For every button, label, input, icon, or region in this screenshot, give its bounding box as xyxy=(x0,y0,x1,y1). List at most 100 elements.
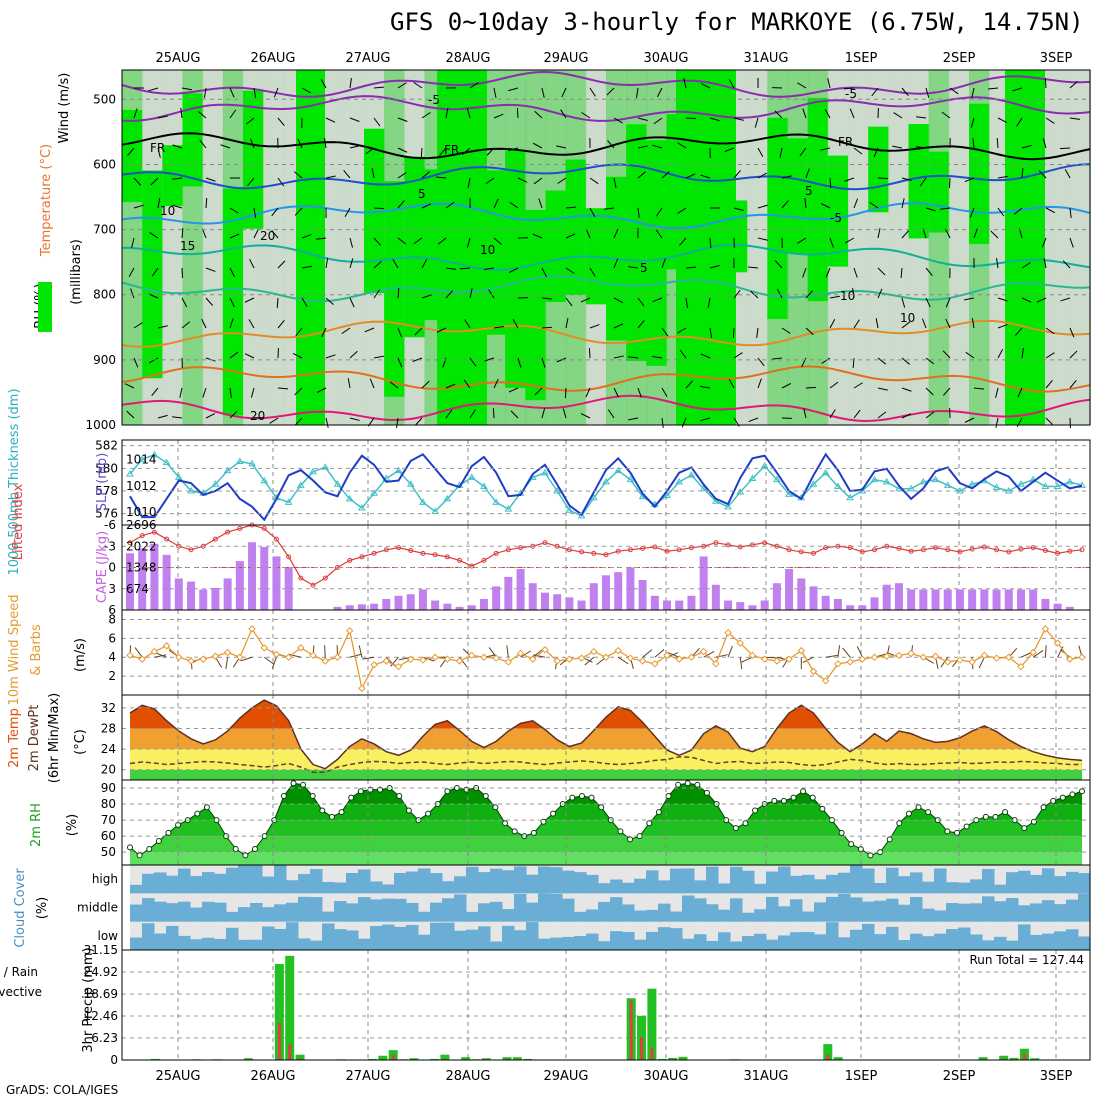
label-rh-units: (%) xyxy=(65,814,80,837)
wind-speed-point xyxy=(358,684,366,693)
cloud-cover-bar xyxy=(202,937,215,950)
rh-point xyxy=(502,820,509,827)
thickness-line xyxy=(129,453,1083,517)
wind-barb xyxy=(397,237,407,245)
wind-barb xyxy=(421,258,428,269)
rh-point xyxy=(319,807,326,814)
wind-barb xyxy=(635,87,639,98)
wind-barb-10m xyxy=(1044,645,1047,658)
wind-barb xyxy=(373,86,385,89)
cloud-cover-bar xyxy=(490,868,503,894)
lifted-index-point xyxy=(151,529,157,535)
temperature-contour xyxy=(121,95,1091,122)
wind-barb xyxy=(273,87,279,98)
cape-bar xyxy=(797,578,806,610)
date-label-top: 1SEP xyxy=(845,51,878,66)
wind-barb xyxy=(781,200,789,209)
wind-barb xyxy=(613,177,617,188)
wind-barb xyxy=(469,288,473,299)
precip-total-bar xyxy=(657,1058,667,1060)
rh-point xyxy=(588,794,595,801)
cloud-cover-bar xyxy=(682,895,695,922)
cloud-cover-bar xyxy=(430,902,443,922)
cloud-cover-bar xyxy=(910,933,923,950)
wind-speed-point xyxy=(870,653,879,661)
wind-barb xyxy=(748,417,759,423)
thickness-point xyxy=(162,458,171,466)
cape-bar xyxy=(748,605,757,610)
cape-bar xyxy=(894,583,903,610)
cloud-cover-bar xyxy=(814,879,827,894)
lifted-index-point xyxy=(737,544,743,550)
cloud-cover-bar xyxy=(718,932,731,950)
rh-point xyxy=(280,793,287,800)
wind-barb xyxy=(1045,207,1056,214)
precip-convective-bar xyxy=(443,1058,447,1060)
cloud-cover-bar xyxy=(322,923,335,950)
wind-barb xyxy=(1059,147,1071,150)
cape-bar xyxy=(992,589,1001,610)
wind-barb xyxy=(685,117,697,120)
wind-barb xyxy=(613,355,624,359)
wind-barb-10m xyxy=(390,656,399,667)
wind-barb xyxy=(821,357,831,364)
wind-speed-point xyxy=(468,651,476,660)
wind-speed-point xyxy=(553,657,561,665)
wind-barb xyxy=(436,327,447,333)
wind-barb xyxy=(541,297,553,300)
cloud-cover-bar xyxy=(994,936,1007,950)
cape-bar xyxy=(968,589,977,610)
wind-barb xyxy=(493,198,499,209)
wind-barb xyxy=(373,207,385,210)
cape-bar xyxy=(736,602,745,610)
temp-line xyxy=(129,699,1083,770)
wind-barb xyxy=(805,386,817,389)
cape-bar xyxy=(431,600,440,610)
cloud-cover-bar xyxy=(490,941,503,950)
rh-band-high xyxy=(364,128,386,294)
label-temp-units: (°C) xyxy=(73,729,88,755)
rh-point xyxy=(992,813,999,820)
wind-barb xyxy=(325,117,336,123)
wind-speed-point xyxy=(223,648,232,657)
cloud-cover-bar xyxy=(694,934,707,950)
wind-barb xyxy=(493,113,504,119)
thickness-point xyxy=(150,450,159,458)
wind-barb xyxy=(652,297,663,303)
cloud-cover-bar xyxy=(802,911,815,922)
lifted-index-point xyxy=(127,540,133,546)
cape-bar xyxy=(1016,589,1025,610)
cloud-cover-bar xyxy=(190,876,203,894)
temperature-contour xyxy=(121,202,1091,230)
precip-total-bar xyxy=(999,1055,1009,1060)
rh-point xyxy=(915,804,922,811)
contour-label: 20 xyxy=(260,229,275,243)
wind-barb xyxy=(824,109,831,119)
rh-point xyxy=(973,817,980,824)
precip-convective-bar xyxy=(381,1058,385,1060)
label-cloud-units: (%) xyxy=(35,897,50,920)
y-tick-label: 600 xyxy=(93,157,116,171)
lifted-index-point xyxy=(518,545,524,551)
cloud-cover-bar xyxy=(310,940,323,950)
wind-barb xyxy=(628,266,639,269)
wind-barb xyxy=(205,413,216,419)
rh-point xyxy=(838,829,845,836)
contour-label: 20 xyxy=(250,409,265,423)
wind-barb xyxy=(421,203,432,209)
wind-barb xyxy=(1069,379,1077,389)
lifted-index-point xyxy=(286,554,292,560)
wind-speed-point xyxy=(211,652,220,660)
rh-point xyxy=(963,823,970,830)
cape-bar xyxy=(1041,598,1050,610)
wind-barb xyxy=(945,318,951,329)
lifted-index-tick: -3 xyxy=(104,539,116,553)
lifted-index-point xyxy=(225,529,231,535)
date-label-top: 3SEP xyxy=(1040,51,1073,66)
rh-point xyxy=(425,810,432,817)
wind-speed-point xyxy=(919,653,928,661)
rh-tick: 90 xyxy=(101,781,116,795)
rh-point xyxy=(944,828,951,835)
cape-bar xyxy=(650,595,659,610)
wind-barb xyxy=(709,265,720,269)
